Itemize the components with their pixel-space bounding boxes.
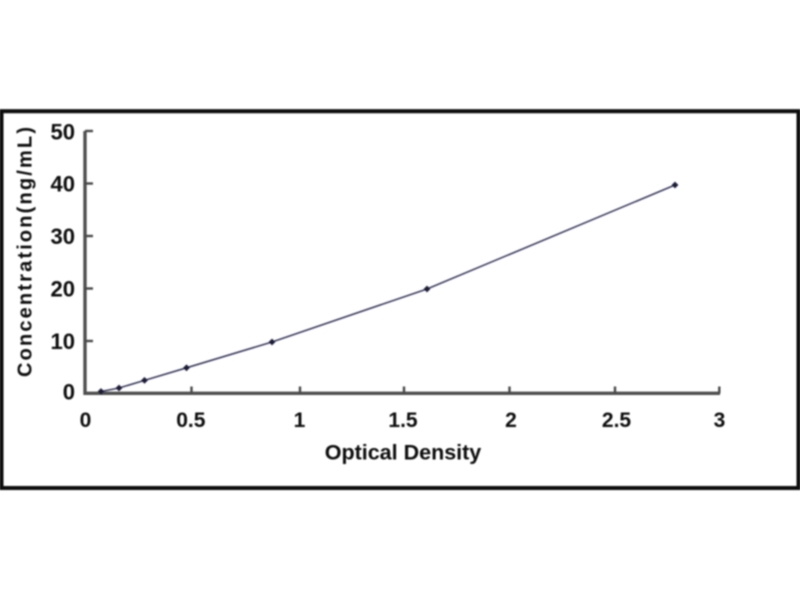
svg-text:1.5: 1.5 [388, 409, 418, 432]
svg-text:50: 50 [51, 120, 75, 145]
svg-text:40: 40 [51, 172, 75, 197]
svg-text:3: 3 [714, 409, 726, 432]
svg-text:1: 1 [294, 409, 306, 432]
svg-text:Optical Density: Optical Density [325, 441, 482, 465]
svg-text:0.5: 0.5 [176, 409, 206, 432]
svg-text:2.5: 2.5 [602, 409, 632, 432]
svg-text:0: 0 [80, 409, 92, 432]
svg-text:20: 20 [51, 277, 75, 302]
svg-text:30: 30 [51, 224, 75, 249]
svg-text:Concentration(ng/mL): Concentration(ng/mL) [15, 127, 37, 377]
svg-text:2: 2 [505, 409, 517, 432]
svg-text:10: 10 [51, 329, 75, 354]
svg-text:0: 0 [63, 380, 75, 405]
